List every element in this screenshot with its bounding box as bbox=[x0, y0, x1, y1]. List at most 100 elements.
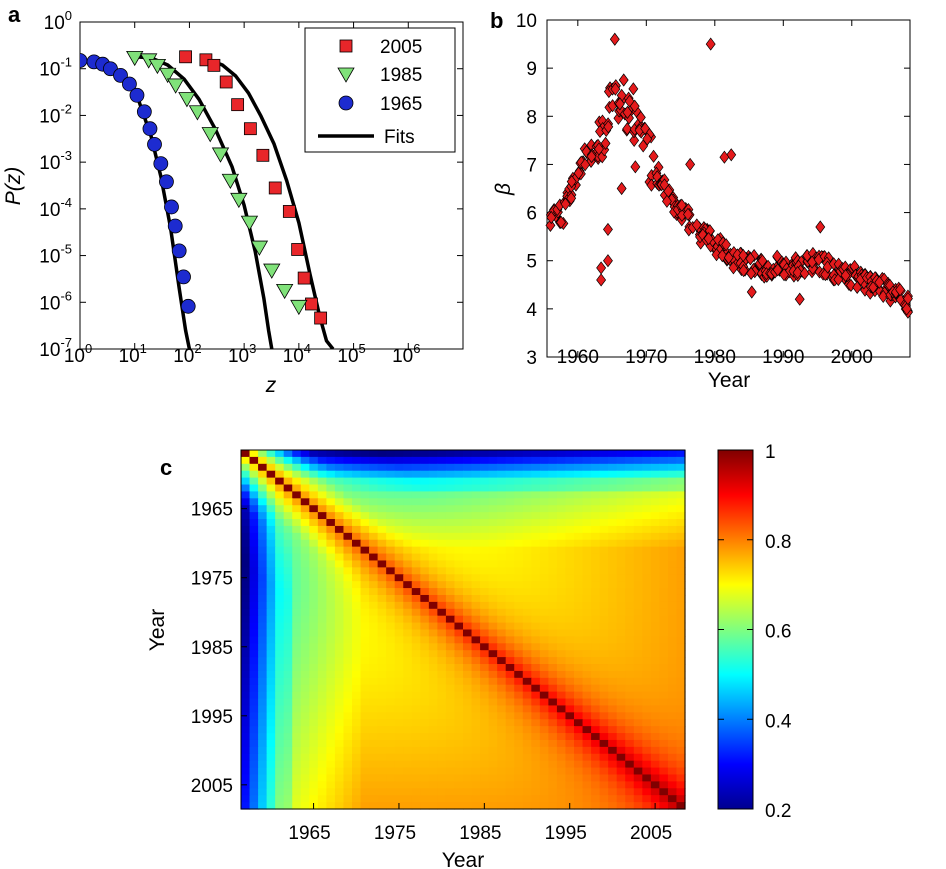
heatmap-cell bbox=[360, 760, 370, 769]
heatmap-cell bbox=[300, 684, 310, 693]
heatmap-cell bbox=[343, 760, 353, 769]
heatmap-cell bbox=[300, 643, 310, 651]
heatmap-cell bbox=[599, 505, 609, 513]
heatmap-cell bbox=[241, 470, 251, 479]
heatmap-cell bbox=[676, 601, 686, 610]
heatmap-cell bbox=[334, 753, 345, 762]
heatmap-cell bbox=[591, 643, 601, 651]
heatmap-cell bbox=[360, 512, 370, 520]
beta-point bbox=[614, 97, 625, 111]
heatmap-cell bbox=[386, 588, 396, 596]
heatmap-cell bbox=[608, 622, 618, 631]
heatmap-cell bbox=[241, 650, 251, 658]
heatmap-cell bbox=[514, 781, 524, 789]
heatmap-cell bbox=[283, 581, 293, 589]
heatmap-cell bbox=[565, 684, 575, 693]
heatmap-cell bbox=[317, 539, 327, 548]
heatmap-cell bbox=[394, 484, 404, 493]
heatmap-cell bbox=[633, 691, 643, 700]
heatmap-cell bbox=[283, 608, 293, 617]
heatmap-cell bbox=[574, 781, 584, 789]
heatmap-cell bbox=[616, 781, 626, 789]
heatmap-cell bbox=[445, 726, 456, 734]
heatmap-cell bbox=[309, 615, 319, 624]
heatmap-cell bbox=[369, 594, 379, 603]
heatmap-cell bbox=[258, 491, 268, 499]
heatmap-cell bbox=[428, 470, 438, 479]
heatmap-cell bbox=[445, 608, 456, 617]
heatmap-cell bbox=[249, 615, 259, 624]
heatmap-cell bbox=[292, 456, 302, 465]
heatmap-cell bbox=[463, 477, 473, 486]
heatmap-cell bbox=[471, 636, 481, 644]
heatmap-cell bbox=[241, 795, 251, 803]
heatmap-cell bbox=[292, 519, 302, 527]
heatmap-cell bbox=[591, 567, 601, 575]
heatmap-cell bbox=[488, 726, 498, 734]
heatmap-cell bbox=[275, 636, 285, 644]
heatmap-cell bbox=[343, 767, 353, 776]
heatmap-cell bbox=[497, 622, 507, 631]
panel-a-xtick-label-exp: 6 bbox=[413, 341, 420, 356]
heatmap-cell bbox=[249, 739, 259, 748]
heatmap-cell bbox=[676, 781, 686, 789]
heatmap-cell bbox=[514, 788, 524, 796]
heatmap-cell bbox=[360, 622, 370, 631]
heatmap-cell bbox=[403, 539, 413, 548]
beta-point bbox=[721, 238, 732, 252]
heatmap-cell bbox=[582, 477, 592, 486]
heatmap-cell bbox=[326, 512, 336, 520]
heatmap-cell bbox=[625, 726, 635, 734]
heatmap-cell bbox=[258, 553, 268, 562]
heatmap-cell bbox=[574, 491, 584, 499]
heatmap-cell bbox=[454, 629, 464, 637]
heatmap-cell bbox=[556, 539, 567, 548]
heatmap-cell bbox=[471, 767, 481, 776]
heatmap-cell bbox=[386, 560, 396, 568]
heatmap-cell bbox=[428, 636, 438, 644]
heatmap-cell bbox=[582, 733, 592, 741]
heatmap-cell bbox=[574, 712, 584, 720]
colorbar-tick-label: 0.2 bbox=[765, 801, 791, 822]
heatmap-cell bbox=[599, 456, 609, 465]
heatmap-cell bbox=[241, 733, 251, 741]
heatmap-cell bbox=[471, 546, 481, 555]
heatmap-cell bbox=[522, 795, 532, 803]
heatmap-cell bbox=[616, 463, 626, 472]
heatmap-cell bbox=[403, 477, 413, 486]
heatmap-cell bbox=[642, 739, 652, 748]
heatmap-cell bbox=[394, 588, 404, 596]
heatmap-cell bbox=[505, 629, 515, 637]
heatmap-cell bbox=[463, 519, 473, 527]
heatmap-cell bbox=[326, 802, 336, 810]
beta-point bbox=[746, 266, 757, 280]
heatmap-cell bbox=[360, 484, 370, 493]
heatmap-cell bbox=[394, 622, 404, 631]
heatmap-cell bbox=[352, 553, 362, 562]
heatmap-cell bbox=[608, 615, 618, 624]
heatmap-cell bbox=[497, 484, 507, 493]
heatmap-cell bbox=[608, 767, 618, 776]
beta-point bbox=[629, 133, 640, 147]
heatmap-cell bbox=[437, 505, 447, 513]
heatmap-cell bbox=[497, 664, 507, 672]
heatmap-cell bbox=[591, 484, 601, 493]
heatmap-cell bbox=[514, 505, 524, 513]
point-1985 bbox=[158, 67, 177, 84]
heatmap-cell bbox=[642, 705, 652, 713]
heatmap-cell bbox=[633, 636, 643, 644]
heatmap-cell bbox=[300, 581, 310, 589]
heatmap-cell bbox=[548, 629, 558, 637]
panel-c: c 19651965197519751985198519951995200520… bbox=[146, 442, 792, 869]
heatmap-cell bbox=[283, 484, 293, 493]
heatmap-cell bbox=[574, 450, 584, 458]
heatmap-cell bbox=[463, 670, 473, 679]
heatmap-cell bbox=[667, 456, 678, 465]
heatmap-cell bbox=[531, 470, 541, 479]
heatmap-cell bbox=[650, 643, 660, 651]
panel-a-ytick-label-base: 10 bbox=[39, 153, 60, 174]
panel-a-xtick-label-base: 10 bbox=[283, 346, 304, 367]
heatmap-cell bbox=[454, 450, 464, 458]
heatmap-cell bbox=[505, 774, 515, 782]
heatmap-cell bbox=[514, 491, 524, 499]
